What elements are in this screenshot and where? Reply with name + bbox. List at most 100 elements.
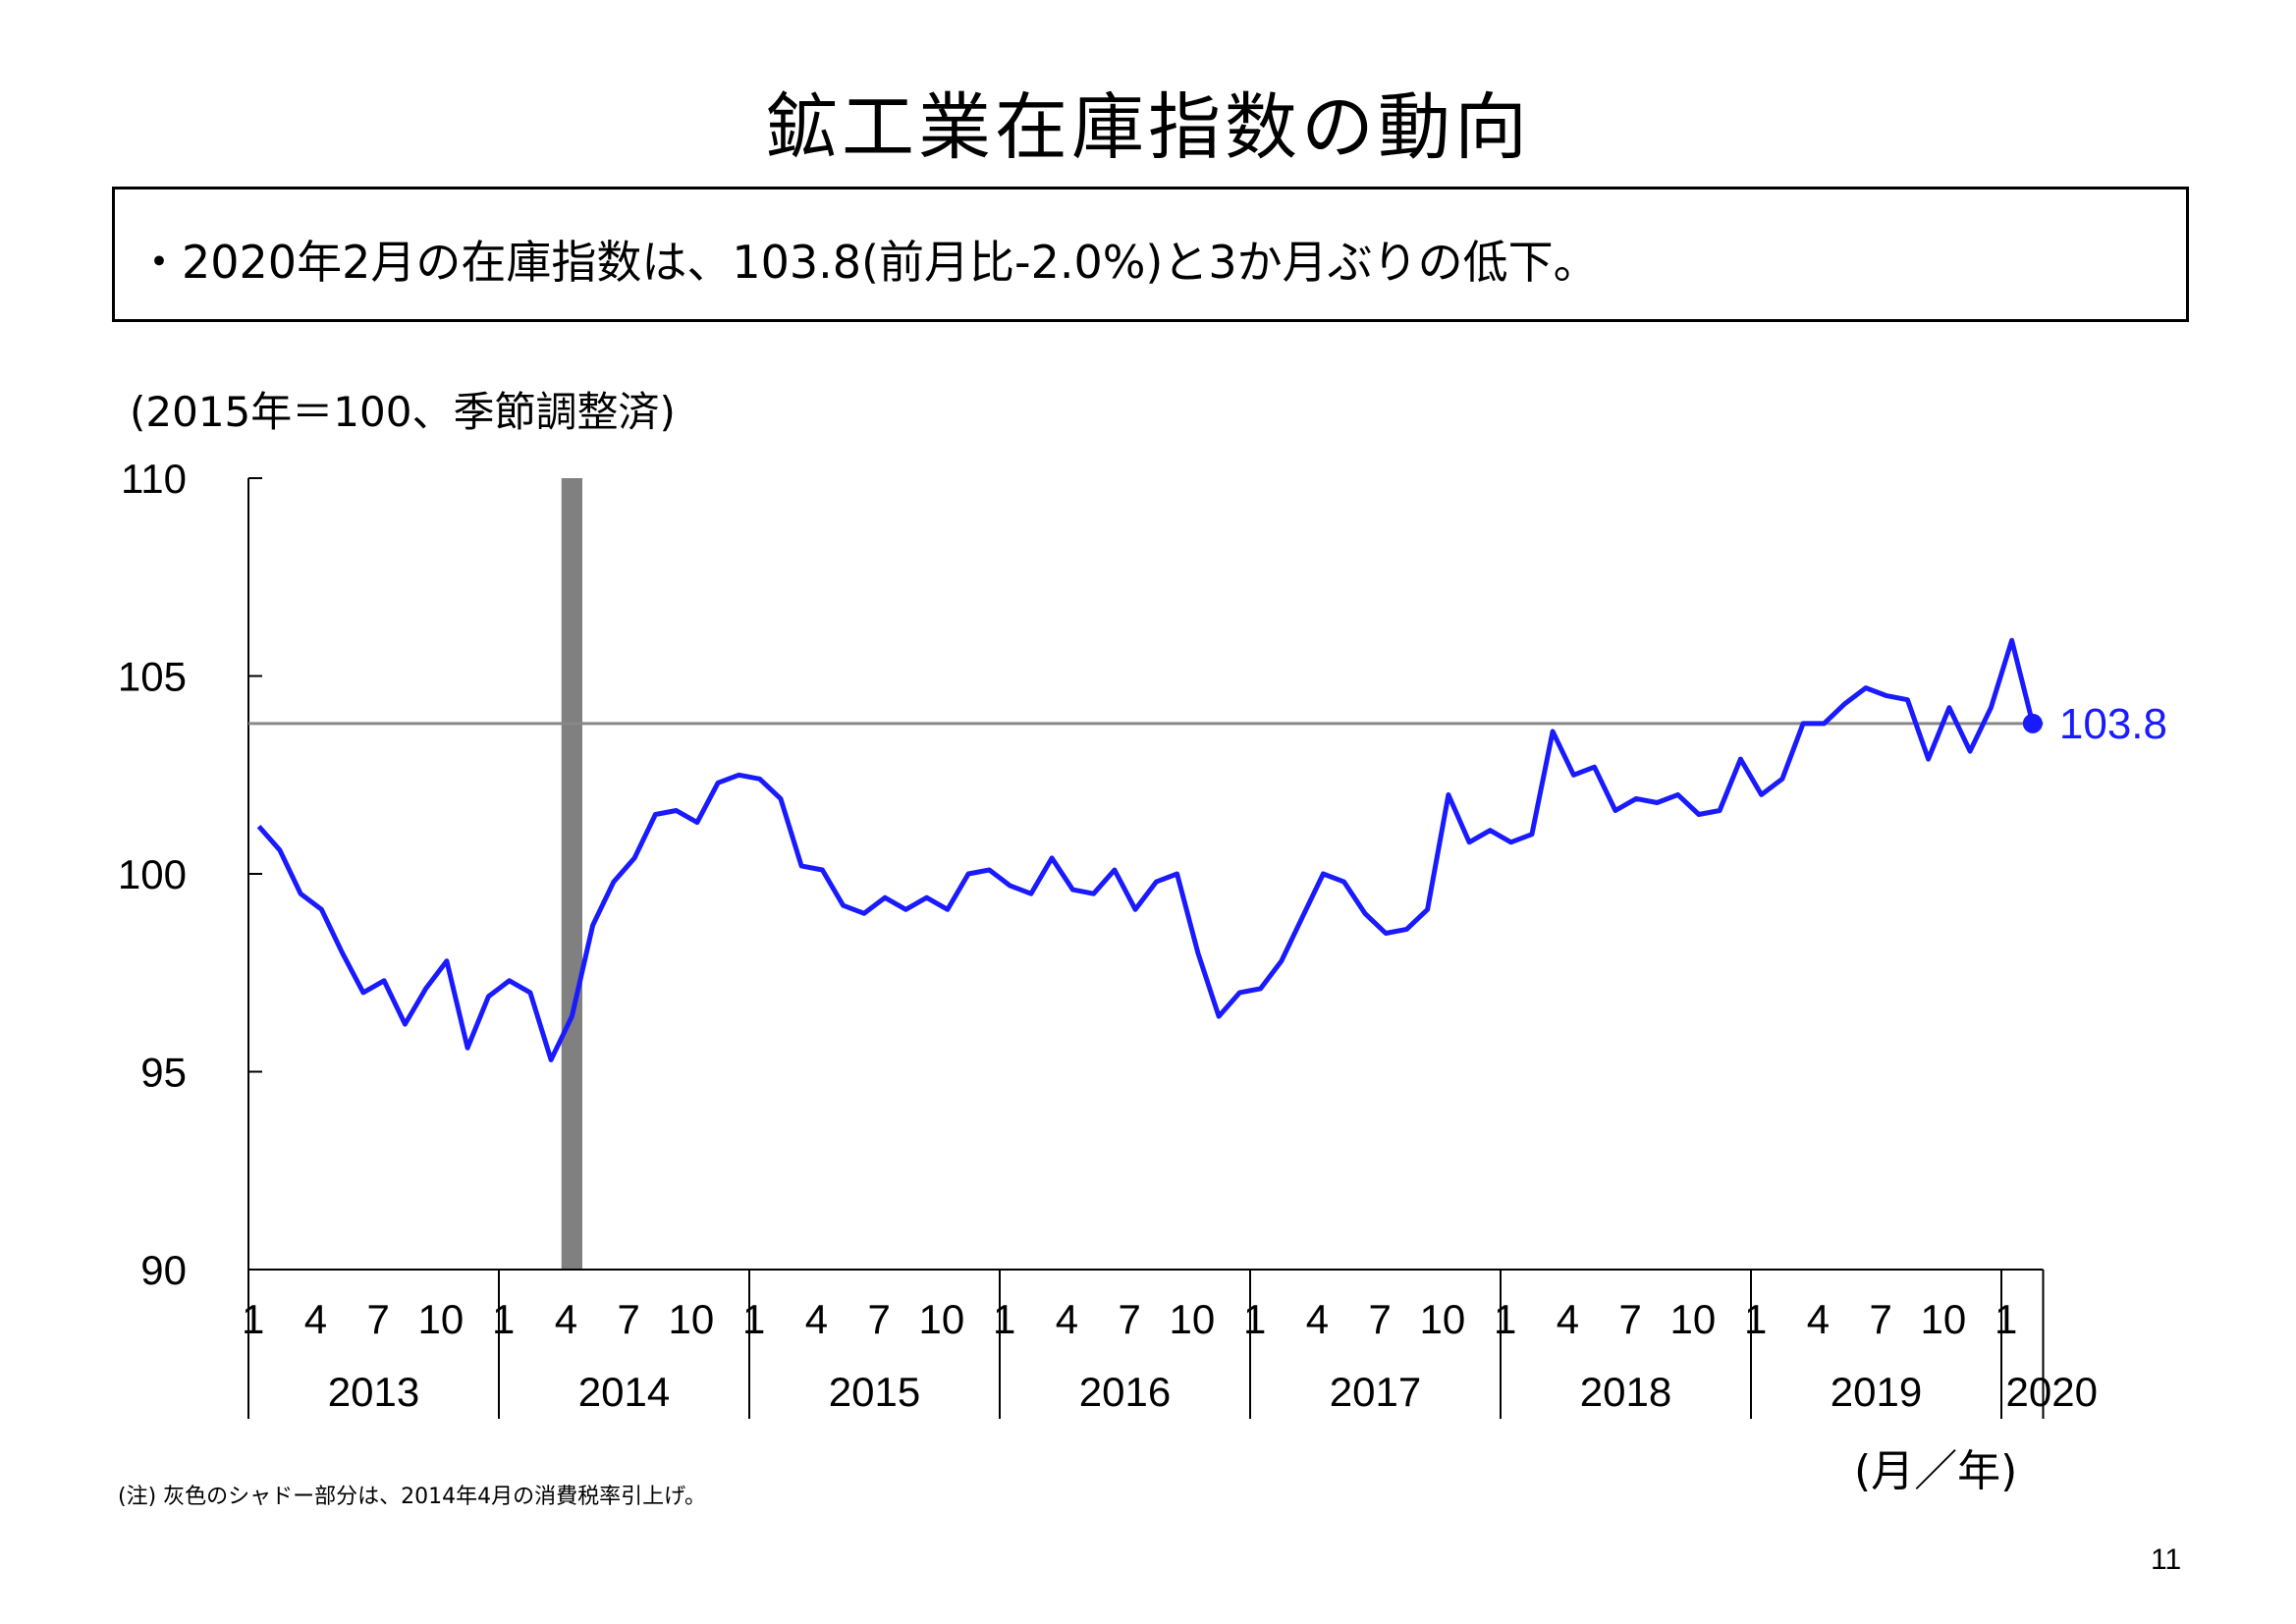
y-tick-label: 100 xyxy=(118,851,187,897)
x-month-label: 7 xyxy=(1118,1296,1140,1342)
x-month-label: 10 xyxy=(418,1296,465,1342)
data-point xyxy=(445,959,448,962)
data-point xyxy=(466,1047,469,1050)
data-point xyxy=(1947,706,1950,709)
data-point xyxy=(550,1058,553,1061)
data-point xyxy=(1175,873,1178,876)
x-month-label: 7 xyxy=(617,1296,639,1342)
data-point xyxy=(1864,686,1867,689)
x-month-label: 1 xyxy=(993,1296,1015,1342)
data-point xyxy=(1760,793,1763,796)
data-point xyxy=(1509,840,1512,843)
data-point xyxy=(1196,951,1199,954)
data-point xyxy=(341,951,344,954)
x-month-label: 10 xyxy=(1170,1296,1216,1342)
data-point xyxy=(1906,698,1909,701)
x-month-label: 1 xyxy=(1995,1296,2017,1342)
data-point xyxy=(1134,908,1137,911)
data-point xyxy=(1447,793,1449,796)
x-month-label: 4 xyxy=(304,1296,327,1342)
data-point xyxy=(862,912,865,915)
x-year-label: 2014 xyxy=(578,1369,670,1415)
data-point xyxy=(1572,774,1575,777)
data-point xyxy=(1051,856,1054,859)
x-month-label: 10 xyxy=(1420,1296,1466,1342)
data-point xyxy=(1405,928,1408,931)
data-point xyxy=(800,864,803,867)
shade-band xyxy=(561,478,582,1270)
data-point xyxy=(1927,758,1930,761)
data-point xyxy=(424,987,427,990)
data-point xyxy=(300,893,302,895)
data-point xyxy=(1990,706,1993,709)
y-tick-label: 110 xyxy=(121,456,187,502)
x-month-label: 10 xyxy=(669,1296,715,1342)
data-point xyxy=(487,995,490,998)
data-point xyxy=(1780,778,1783,781)
x-month-label: 4 xyxy=(1807,1296,1830,1342)
data-point xyxy=(361,991,364,994)
data-point xyxy=(1113,868,1116,871)
data-point xyxy=(1029,893,1032,895)
x-month-label: 7 xyxy=(1618,1296,1641,1342)
data-point xyxy=(988,868,991,871)
x-month-label: 1 xyxy=(242,1296,264,1342)
data-point xyxy=(383,979,386,982)
x-axis-unit: (月／年) xyxy=(1854,1446,2018,1496)
page-number: 11 xyxy=(2151,1543,2182,1576)
data-point xyxy=(257,825,260,828)
data-point xyxy=(1530,833,1533,836)
x-month-label: 1 xyxy=(1243,1296,1266,1342)
x-month-label: 7 xyxy=(1368,1296,1391,1342)
data-point xyxy=(1739,758,1742,761)
data-point xyxy=(591,924,594,927)
data-point xyxy=(612,881,615,884)
data-point xyxy=(1155,881,1158,884)
data-point xyxy=(884,896,887,899)
data-point xyxy=(1719,809,1722,812)
data-point xyxy=(1009,885,1011,888)
data-point xyxy=(1886,694,1888,697)
data-point xyxy=(571,1015,574,1018)
data-point xyxy=(1238,991,1241,994)
data-point xyxy=(1280,959,1283,962)
data-point xyxy=(1613,809,1616,812)
page-title: 鉱工業在庫指数の動向 xyxy=(765,85,1531,170)
data-point xyxy=(1363,912,1366,915)
x-year-label: 2020 xyxy=(2006,1369,2098,1415)
x-month-label: 7 xyxy=(867,1296,890,1342)
data-point xyxy=(695,821,698,824)
data-point xyxy=(278,848,281,851)
data-point xyxy=(654,813,657,816)
data-point xyxy=(1635,797,1638,800)
x-month-label: 1 xyxy=(1744,1296,1767,1342)
x-year-label: 2015 xyxy=(829,1369,920,1415)
data-point xyxy=(1322,873,1325,876)
x-month-label: 1 xyxy=(1494,1296,1516,1342)
data-point xyxy=(1969,750,1972,753)
data-point xyxy=(1071,889,1074,892)
data-point xyxy=(738,774,740,777)
x-month-label: 4 xyxy=(805,1296,828,1342)
data-point xyxy=(1656,801,1659,804)
x-month-label: 10 xyxy=(919,1296,965,1342)
data-point xyxy=(2010,639,2013,642)
x-month-label: 4 xyxy=(1557,1296,1579,1342)
x-year-label: 2013 xyxy=(328,1369,419,1415)
x-month-label: 7 xyxy=(1869,1296,1891,1342)
summary-text: ・2020年2月の在庫指数は、103.8(前月比-2.0%)と3か月ぶりの低下。 xyxy=(137,236,1599,289)
last-value-label: 103.8 xyxy=(2059,700,2167,748)
data-point xyxy=(925,896,928,899)
data-point xyxy=(1843,702,1846,705)
x-year-label: 2017 xyxy=(1330,1369,1421,1415)
data-point xyxy=(779,797,782,800)
data-point xyxy=(404,1023,407,1026)
data-point xyxy=(1676,793,1679,796)
data-point xyxy=(758,778,761,781)
series-line xyxy=(256,637,2036,1062)
data-point xyxy=(320,908,323,911)
unit-note: (2015年＝100、季節調整済) xyxy=(130,388,676,436)
y-tick-label: 105 xyxy=(118,654,187,700)
x-month-label: 7 xyxy=(366,1296,389,1342)
